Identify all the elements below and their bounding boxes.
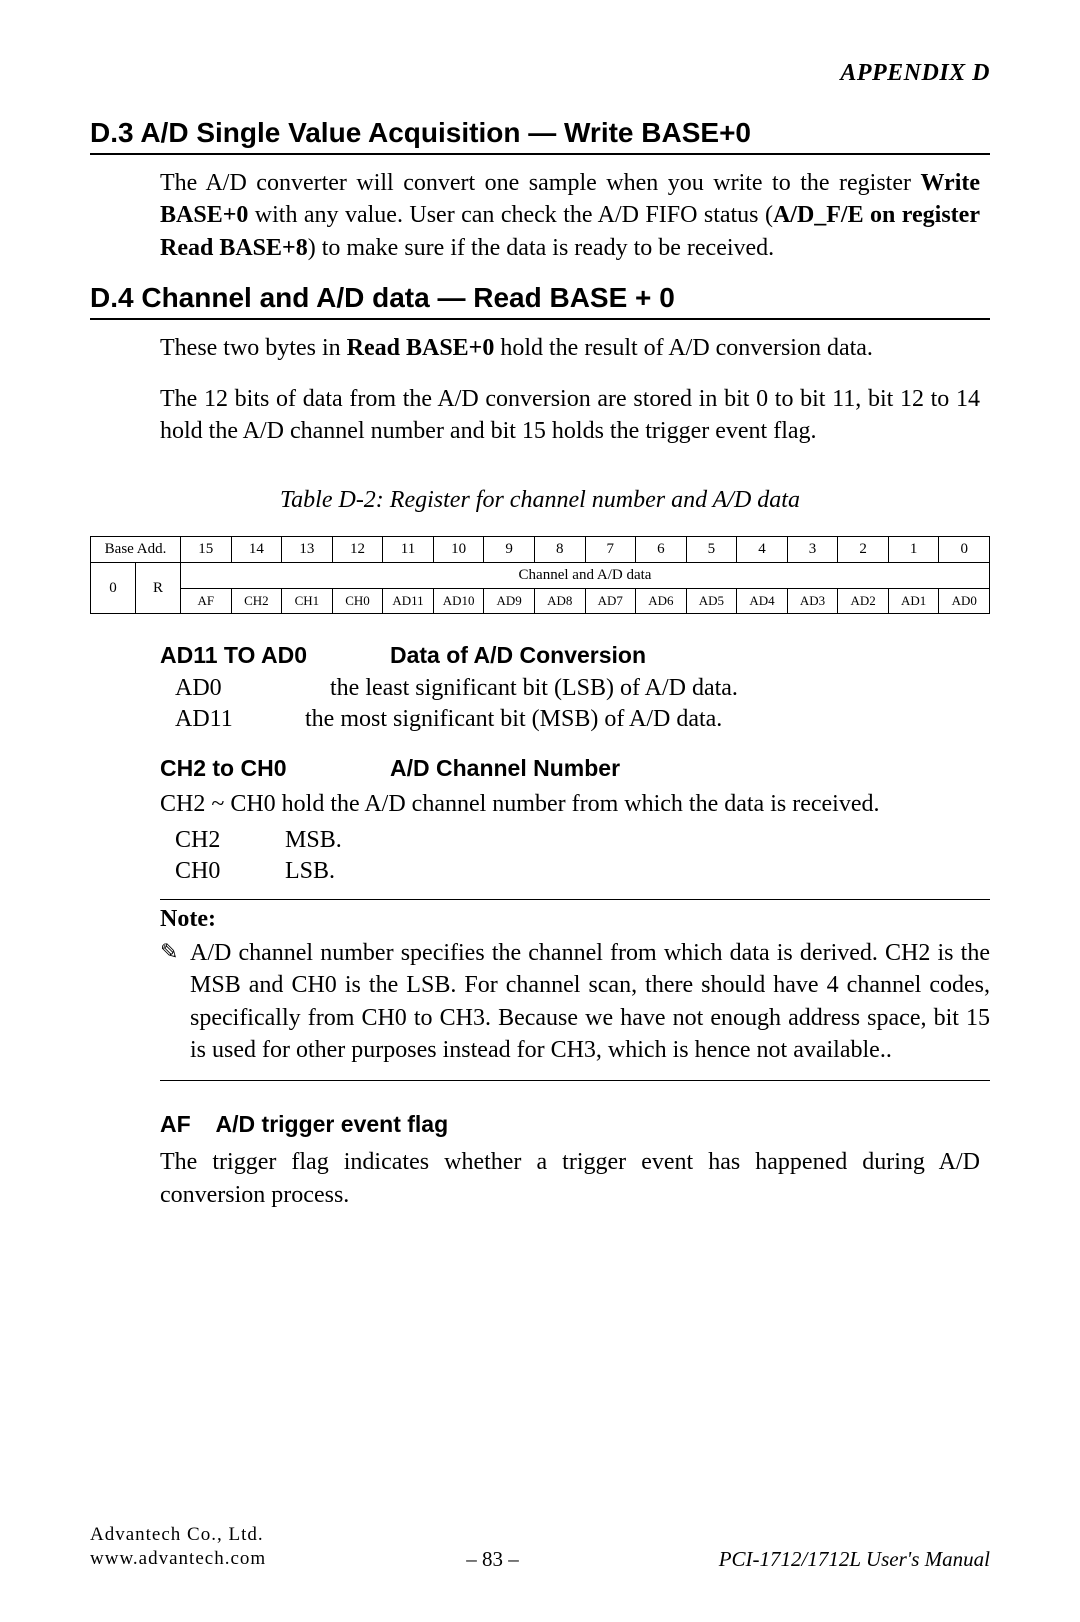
bit-num: 9 [484, 537, 535, 563]
section-d4-heading: D.4 Channel and A/D data — Read BASE + 0 [90, 282, 990, 320]
note-body: ✎ A/D channel number specifies the chann… [90, 937, 990, 1067]
sub-term: CH2 [175, 827, 285, 854]
bit-num: 13 [282, 537, 333, 563]
bit-name: AD9 [484, 589, 535, 614]
bit-name: AD1 [888, 589, 939, 614]
span-label-cell: Channel and A/D data [181, 563, 990, 589]
def-desc: A/D Channel Number [390, 755, 620, 782]
bit-name: AD0 [939, 589, 990, 614]
def-desc: Data of A/D Conversion [390, 642, 646, 669]
bit-num: 7 [585, 537, 636, 563]
bit-num: 2 [838, 537, 889, 563]
def-ad-row: AD11 TO AD0 Data of A/D Conversion [90, 642, 990, 669]
sub-desc: the most significant bit (MSB) of A/D da… [305, 706, 722, 733]
def-ch-row: CH2 to CH0 A/D Channel Number [90, 755, 990, 782]
af-heading: AF A/D trigger event flag [90, 1111, 990, 1138]
bold-text: Read BASE+0 [347, 335, 495, 361]
footer-company: Advantech Co., Ltd. [90, 1523, 266, 1548]
footer-page: – 83 – [466, 1547, 519, 1572]
bit-name: AF [181, 589, 232, 614]
bit-name: AD8 [534, 589, 585, 614]
text: These two bytes in [160, 335, 347, 361]
bit-num: 15 [181, 537, 232, 563]
bit-num: 4 [737, 537, 788, 563]
note-text: A/D channel number specifies the channel… [190, 937, 990, 1067]
text: The A/D converter will convert one sampl… [160, 170, 920, 196]
base-add-header: Base Add. [91, 537, 181, 563]
note-rule-top [160, 899, 990, 900]
table-caption: Table D-2: Register for channel number a… [90, 487, 990, 514]
addr-cell: 0 [91, 563, 136, 614]
bit-name: AD2 [838, 589, 889, 614]
bit-num: 12 [332, 537, 383, 563]
bit-name: CH1 [282, 589, 333, 614]
bit-num: 6 [636, 537, 687, 563]
sub-row: AD0 the least significant bit (LSB) of A… [90, 675, 990, 702]
sub-desc: MSB. [285, 827, 342, 854]
def-term: AD11 TO AD0 [160, 642, 390, 669]
bit-num: 3 [787, 537, 838, 563]
text: ) to make sure if the data is ready to b… [308, 235, 774, 261]
text: hold the result of A/D conversion data. [494, 335, 873, 361]
sub-row: CH2 MSB. [90, 827, 990, 854]
bit-name: AD11 [383, 589, 434, 614]
bit-num: 11 [383, 537, 434, 563]
sub-row: CH0 LSB. [90, 858, 990, 885]
bit-num: 10 [433, 537, 484, 563]
sub-term: AD0 [175, 675, 330, 702]
bit-name: AD6 [636, 589, 687, 614]
bit-name: AD10 [433, 589, 484, 614]
bit-name: CH0 [332, 589, 383, 614]
section-d4-para2: The 12 bits of data from the A/D convers… [160, 383, 980, 448]
section-d3-heading: D.3 A/D Single Value Acquisition — Write… [90, 117, 990, 155]
bit-name: AD4 [737, 589, 788, 614]
bit-num: 0 [939, 537, 990, 563]
sub-desc: the least significant bit (LSB) of A/D d… [330, 675, 738, 702]
footer-manual: PCI-1712/1712L User's Manual [719, 1547, 990, 1572]
note-rule-bottom [160, 1080, 990, 1081]
register-table: Base Add.15141312111098765432100RChannel… [90, 536, 990, 614]
sub-desc: LSB. [285, 858, 335, 885]
def-term: CH2 to CH0 [160, 755, 390, 782]
text: with any value. User can check the A/D F… [248, 202, 773, 228]
bit-num: 1 [888, 537, 939, 563]
ch-para: CH2 ~ CH0 hold the A/D channel number fr… [160, 788, 980, 820]
bit-name: AD7 [585, 589, 636, 614]
section-d3-para: The A/D converter will convert one sampl… [160, 167, 980, 264]
bit-name: AD5 [686, 589, 737, 614]
af-para: The trigger flag indicates whether a tri… [160, 1146, 980, 1211]
sub-term: CH0 [175, 858, 285, 885]
bit-name: CH2 [231, 589, 282, 614]
page-footer: Advantech Co., Ltd. www.advantech.com – … [90, 1523, 990, 1572]
rw-cell: R [136, 563, 181, 614]
af-title: A/D trigger event flag [216, 1111, 449, 1137]
bit-num: 14 [231, 537, 282, 563]
bit-num: 8 [534, 537, 585, 563]
bit-name: AD3 [787, 589, 838, 614]
footer-left: Advantech Co., Ltd. www.advantech.com [90, 1523, 266, 1572]
section-d4-para1: These two bytes in Read BASE+0 hold the … [160, 332, 980, 364]
sub-row: AD11 the most significant bit (MSB) of A… [90, 706, 990, 733]
footer-url: www.advantech.com [90, 1547, 266, 1572]
pencil-icon: ✎ [160, 937, 190, 1067]
appendix-label: APPENDIX D [90, 60, 990, 87]
af-key: AF [160, 1111, 210, 1138]
bit-num: 5 [686, 537, 737, 563]
sub-term: AD11 [175, 706, 305, 733]
note-label: Note: [90, 906, 990, 933]
